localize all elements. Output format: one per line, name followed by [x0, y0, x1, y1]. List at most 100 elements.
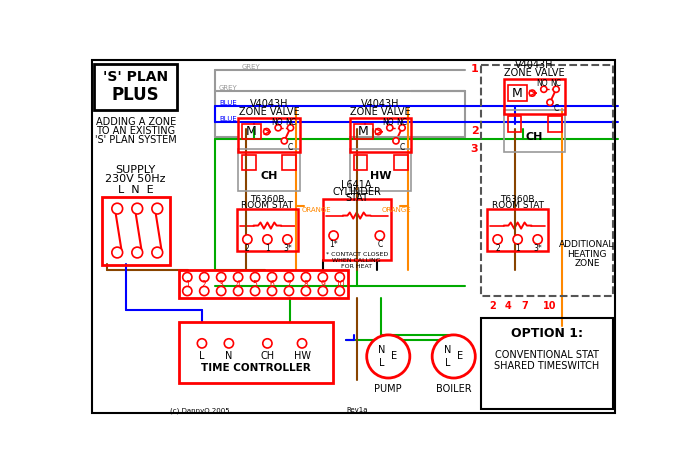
Circle shape [183, 286, 192, 296]
Text: 10: 10 [543, 300, 557, 311]
Text: SUPPLY: SUPPLY [116, 165, 156, 175]
Circle shape [132, 203, 143, 214]
Text: OPTION 1:: OPTION 1: [511, 327, 583, 340]
Text: 4: 4 [236, 279, 241, 289]
Text: ORANGE: ORANGE [302, 207, 332, 213]
Circle shape [318, 286, 328, 296]
Circle shape [224, 339, 233, 348]
Circle shape [284, 272, 293, 282]
Circle shape [283, 235, 292, 244]
Text: ZONE: ZONE [574, 259, 600, 268]
Circle shape [393, 138, 399, 144]
Text: 10: 10 [335, 279, 344, 289]
Bar [237, 209, 298, 251]
Circle shape [243, 235, 252, 244]
Text: CONVENTIONAL STAT: CONVENTIONAL STAT [495, 350, 599, 360]
Bar [487, 209, 549, 251]
Text: * CONTACT CLOSED: * CONTACT CLOSED [326, 252, 388, 256]
Text: HW: HW [370, 170, 391, 181]
Circle shape [199, 286, 209, 296]
Text: 2: 2 [495, 244, 500, 253]
Text: L: L [199, 351, 205, 361]
Text: HW: HW [293, 351, 310, 361]
Bar [504, 110, 565, 153]
Circle shape [275, 124, 282, 131]
Text: C: C [288, 143, 293, 152]
Bar [508, 116, 522, 132]
Circle shape [375, 129, 382, 135]
Circle shape [233, 286, 243, 296]
Text: (c) DannyO 2005: (c) DannyO 2005 [170, 407, 230, 414]
Bar [179, 322, 333, 383]
Bar [238, 118, 299, 153]
Text: V4043H: V4043H [250, 99, 288, 109]
Text: BLUE: BLUE [219, 116, 237, 122]
Circle shape [268, 272, 277, 282]
Text: FOR HEAT: FOR HEAT [341, 264, 373, 269]
Circle shape [335, 286, 344, 296]
Circle shape [288, 124, 293, 131]
Text: V4043H: V4043H [362, 99, 400, 109]
Text: 3*: 3* [533, 244, 542, 253]
Text: N: N [444, 345, 451, 355]
Text: ZONE VALVE: ZONE VALVE [351, 107, 411, 117]
Circle shape [132, 247, 143, 258]
Text: M: M [357, 125, 368, 138]
Circle shape [152, 203, 163, 214]
Text: L: L [380, 358, 385, 368]
Text: 'S' PLAN SYSTEM: 'S' PLAN SYSTEM [95, 135, 177, 145]
Text: C: C [400, 143, 405, 152]
Circle shape [335, 272, 344, 282]
Text: N: N [225, 351, 233, 361]
Text: M: M [246, 125, 257, 138]
Bar [242, 124, 262, 139]
Circle shape [366, 335, 410, 378]
Circle shape [282, 138, 288, 144]
Text: NO: NO [270, 118, 282, 127]
Circle shape [197, 339, 206, 348]
Circle shape [250, 286, 259, 296]
Text: 1: 1 [265, 244, 270, 253]
Bar [94, 64, 177, 110]
Text: ADDING A ZONE: ADDING A ZONE [96, 117, 176, 127]
Circle shape [432, 335, 475, 378]
Text: CH: CH [526, 132, 543, 142]
Text: 6: 6 [270, 279, 275, 289]
Circle shape [529, 90, 535, 96]
Text: L  N  E: L N E [118, 185, 154, 195]
Text: ZONE VALVE: ZONE VALVE [239, 107, 299, 117]
Text: 9: 9 [320, 279, 325, 289]
Circle shape [250, 272, 259, 282]
Text: STAT: STAT [345, 193, 368, 203]
Text: T6360B: T6360B [250, 195, 285, 204]
Text: 'S' PLAN: 'S' PLAN [103, 70, 168, 84]
Text: TO AN EXISTING: TO AN EXISTING [96, 126, 175, 136]
Text: N: N [378, 345, 386, 355]
Circle shape [263, 339, 272, 348]
Text: NC: NC [397, 118, 408, 127]
Text: 3: 3 [471, 144, 478, 154]
Circle shape [112, 203, 123, 214]
Bar [102, 197, 170, 265]
Text: E: E [457, 351, 463, 361]
Text: CH: CH [260, 351, 275, 361]
Text: 1: 1 [515, 244, 520, 253]
Text: PLUS: PLUS [112, 86, 159, 103]
Text: 3: 3 [219, 279, 224, 289]
Bar [481, 318, 613, 409]
Circle shape [183, 272, 192, 282]
Text: M: M [511, 87, 522, 100]
Text: Rev1a: Rev1a [346, 407, 368, 413]
Circle shape [302, 272, 310, 282]
Text: C: C [553, 104, 559, 113]
Text: BOILER: BOILER [436, 384, 471, 394]
Text: NO: NO [382, 118, 394, 127]
Circle shape [264, 129, 270, 135]
Text: WHEN CALLING: WHEN CALLING [333, 258, 381, 263]
Bar [323, 198, 391, 260]
Text: CH: CH [260, 170, 277, 181]
Circle shape [553, 86, 559, 92]
Bar [394, 155, 408, 170]
Text: SHARED TIMESWITCH: SHARED TIMESWITCH [494, 361, 600, 372]
Text: 7: 7 [521, 300, 528, 311]
